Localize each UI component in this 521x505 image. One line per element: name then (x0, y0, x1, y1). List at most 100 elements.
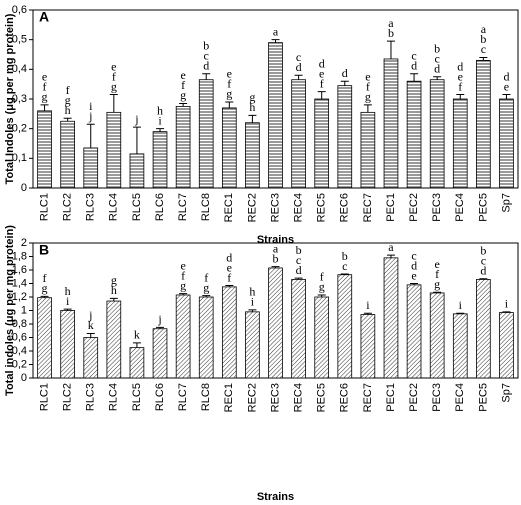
bar (83, 337, 99, 379)
significance-letter: g (249, 90, 255, 104)
significance-letter: e (180, 258, 185, 272)
significance-letter: e (227, 260, 232, 274)
bar (60, 310, 75, 379)
error-bar (248, 114, 257, 123)
panel-label: A (39, 9, 49, 25)
significance-letter: d (296, 263, 302, 277)
significance-letter: k (134, 328, 140, 342)
bar (221, 286, 237, 379)
significance-letter: b (203, 39, 209, 53)
significance-letter: j (88, 109, 92, 123)
bar (360, 111, 376, 189)
error-bar (225, 285, 234, 287)
significance-letter: a (388, 240, 394, 254)
error-bar (340, 80, 349, 86)
x-tick-label: REC5 (316, 193, 328, 222)
y-tick-label: 0,5 (12, 34, 27, 46)
error-bar (363, 104, 372, 113)
bar (314, 296, 330, 379)
significance-letter: b (296, 243, 302, 257)
significance-letter: h (157, 103, 163, 117)
error-bar (179, 102, 188, 107)
significance-letter: e (411, 268, 416, 282)
y-tick-label: 1,4 (12, 277, 27, 289)
significance-letter: e (504, 79, 509, 93)
significance-letter: g (111, 79, 117, 93)
bar (476, 60, 491, 189)
bar (245, 122, 260, 189)
significance-letter: d (296, 60, 302, 74)
x-tick-label: RLC6 (154, 193, 166, 221)
significance-letter: c (411, 248, 416, 262)
significance-letter: d (411, 258, 417, 272)
significance-letter: f (227, 270, 231, 284)
x-tick-label: PEC5 (477, 193, 489, 222)
x-axis-title: Strains (257, 491, 294, 503)
bar (60, 120, 75, 189)
significance-letter: g (365, 90, 371, 104)
significance-letter: b (388, 26, 394, 40)
x-tick-label: RLC5 (131, 193, 143, 221)
error-bar (248, 309, 257, 312)
significance-letter: g (203, 280, 209, 294)
significance-letter: d (480, 264, 486, 278)
error-bar (386, 254, 395, 258)
x-tick-label: REC6 (339, 193, 351, 222)
bar (175, 106, 191, 189)
significance-letter: e (180, 68, 185, 82)
bar (360, 314, 376, 379)
bar (452, 98, 468, 189)
bar (129, 153, 145, 189)
significance-letter: g (180, 88, 186, 102)
bar (221, 107, 237, 189)
error-bar (156, 326, 165, 329)
x-tick-label: REC2 (246, 383, 258, 412)
bar (37, 110, 52, 189)
significance-letter: i (366, 298, 370, 312)
error-bar (502, 94, 511, 99)
error-bar (410, 283, 419, 285)
y-tick-label: 2 (21, 237, 27, 249)
y-tick-label: 0,1 (12, 152, 27, 164)
significance-letter: j (157, 312, 161, 326)
significance-letter: f (112, 69, 116, 83)
bar (106, 111, 122, 189)
significance-letter: g (42, 90, 48, 104)
error-bar (63, 117, 72, 122)
significance-letter: a (273, 241, 279, 255)
significance-letter: d (203, 59, 209, 73)
error-bar (456, 94, 465, 99)
bar (499, 312, 514, 379)
significance-letter: i (89, 99, 93, 113)
x-tick-label: PEC2 (408, 383, 420, 412)
significance-letter: c (296, 253, 301, 267)
x-tick-label: RLC2 (62, 193, 74, 221)
error-bar (63, 308, 72, 311)
error-bar (317, 294, 326, 297)
x-tick-label: PEC5 (477, 383, 489, 412)
significance-letter: e (227, 67, 232, 81)
error-bar (410, 73, 419, 82)
error-bar (294, 277, 303, 280)
x-tick-label: RLC7 (177, 193, 189, 221)
error-bar (86, 123, 95, 148)
y-tick-label: 0,3 (12, 93, 27, 105)
y-tick-label: 0,2 (12, 123, 27, 135)
bar (476, 279, 491, 379)
y-tick-label: 0,4 (12, 345, 27, 357)
bar (429, 79, 445, 189)
bar (245, 311, 260, 379)
significance-letter: g (434, 277, 440, 291)
error-bar (271, 266, 280, 268)
bar (37, 297, 52, 379)
x-tick-label: RLC4 (108, 193, 120, 221)
bar (268, 42, 283, 189)
significance-letter: i (505, 297, 509, 311)
y-tick-label: 0,2 (12, 358, 27, 370)
significance-letter: g (319, 280, 325, 294)
bar (291, 279, 306, 379)
error-bar (456, 312, 465, 314)
significance-letter: d (434, 62, 440, 76)
y-tick-label: 1,6 (12, 264, 27, 276)
significance-letter: f (43, 271, 47, 285)
